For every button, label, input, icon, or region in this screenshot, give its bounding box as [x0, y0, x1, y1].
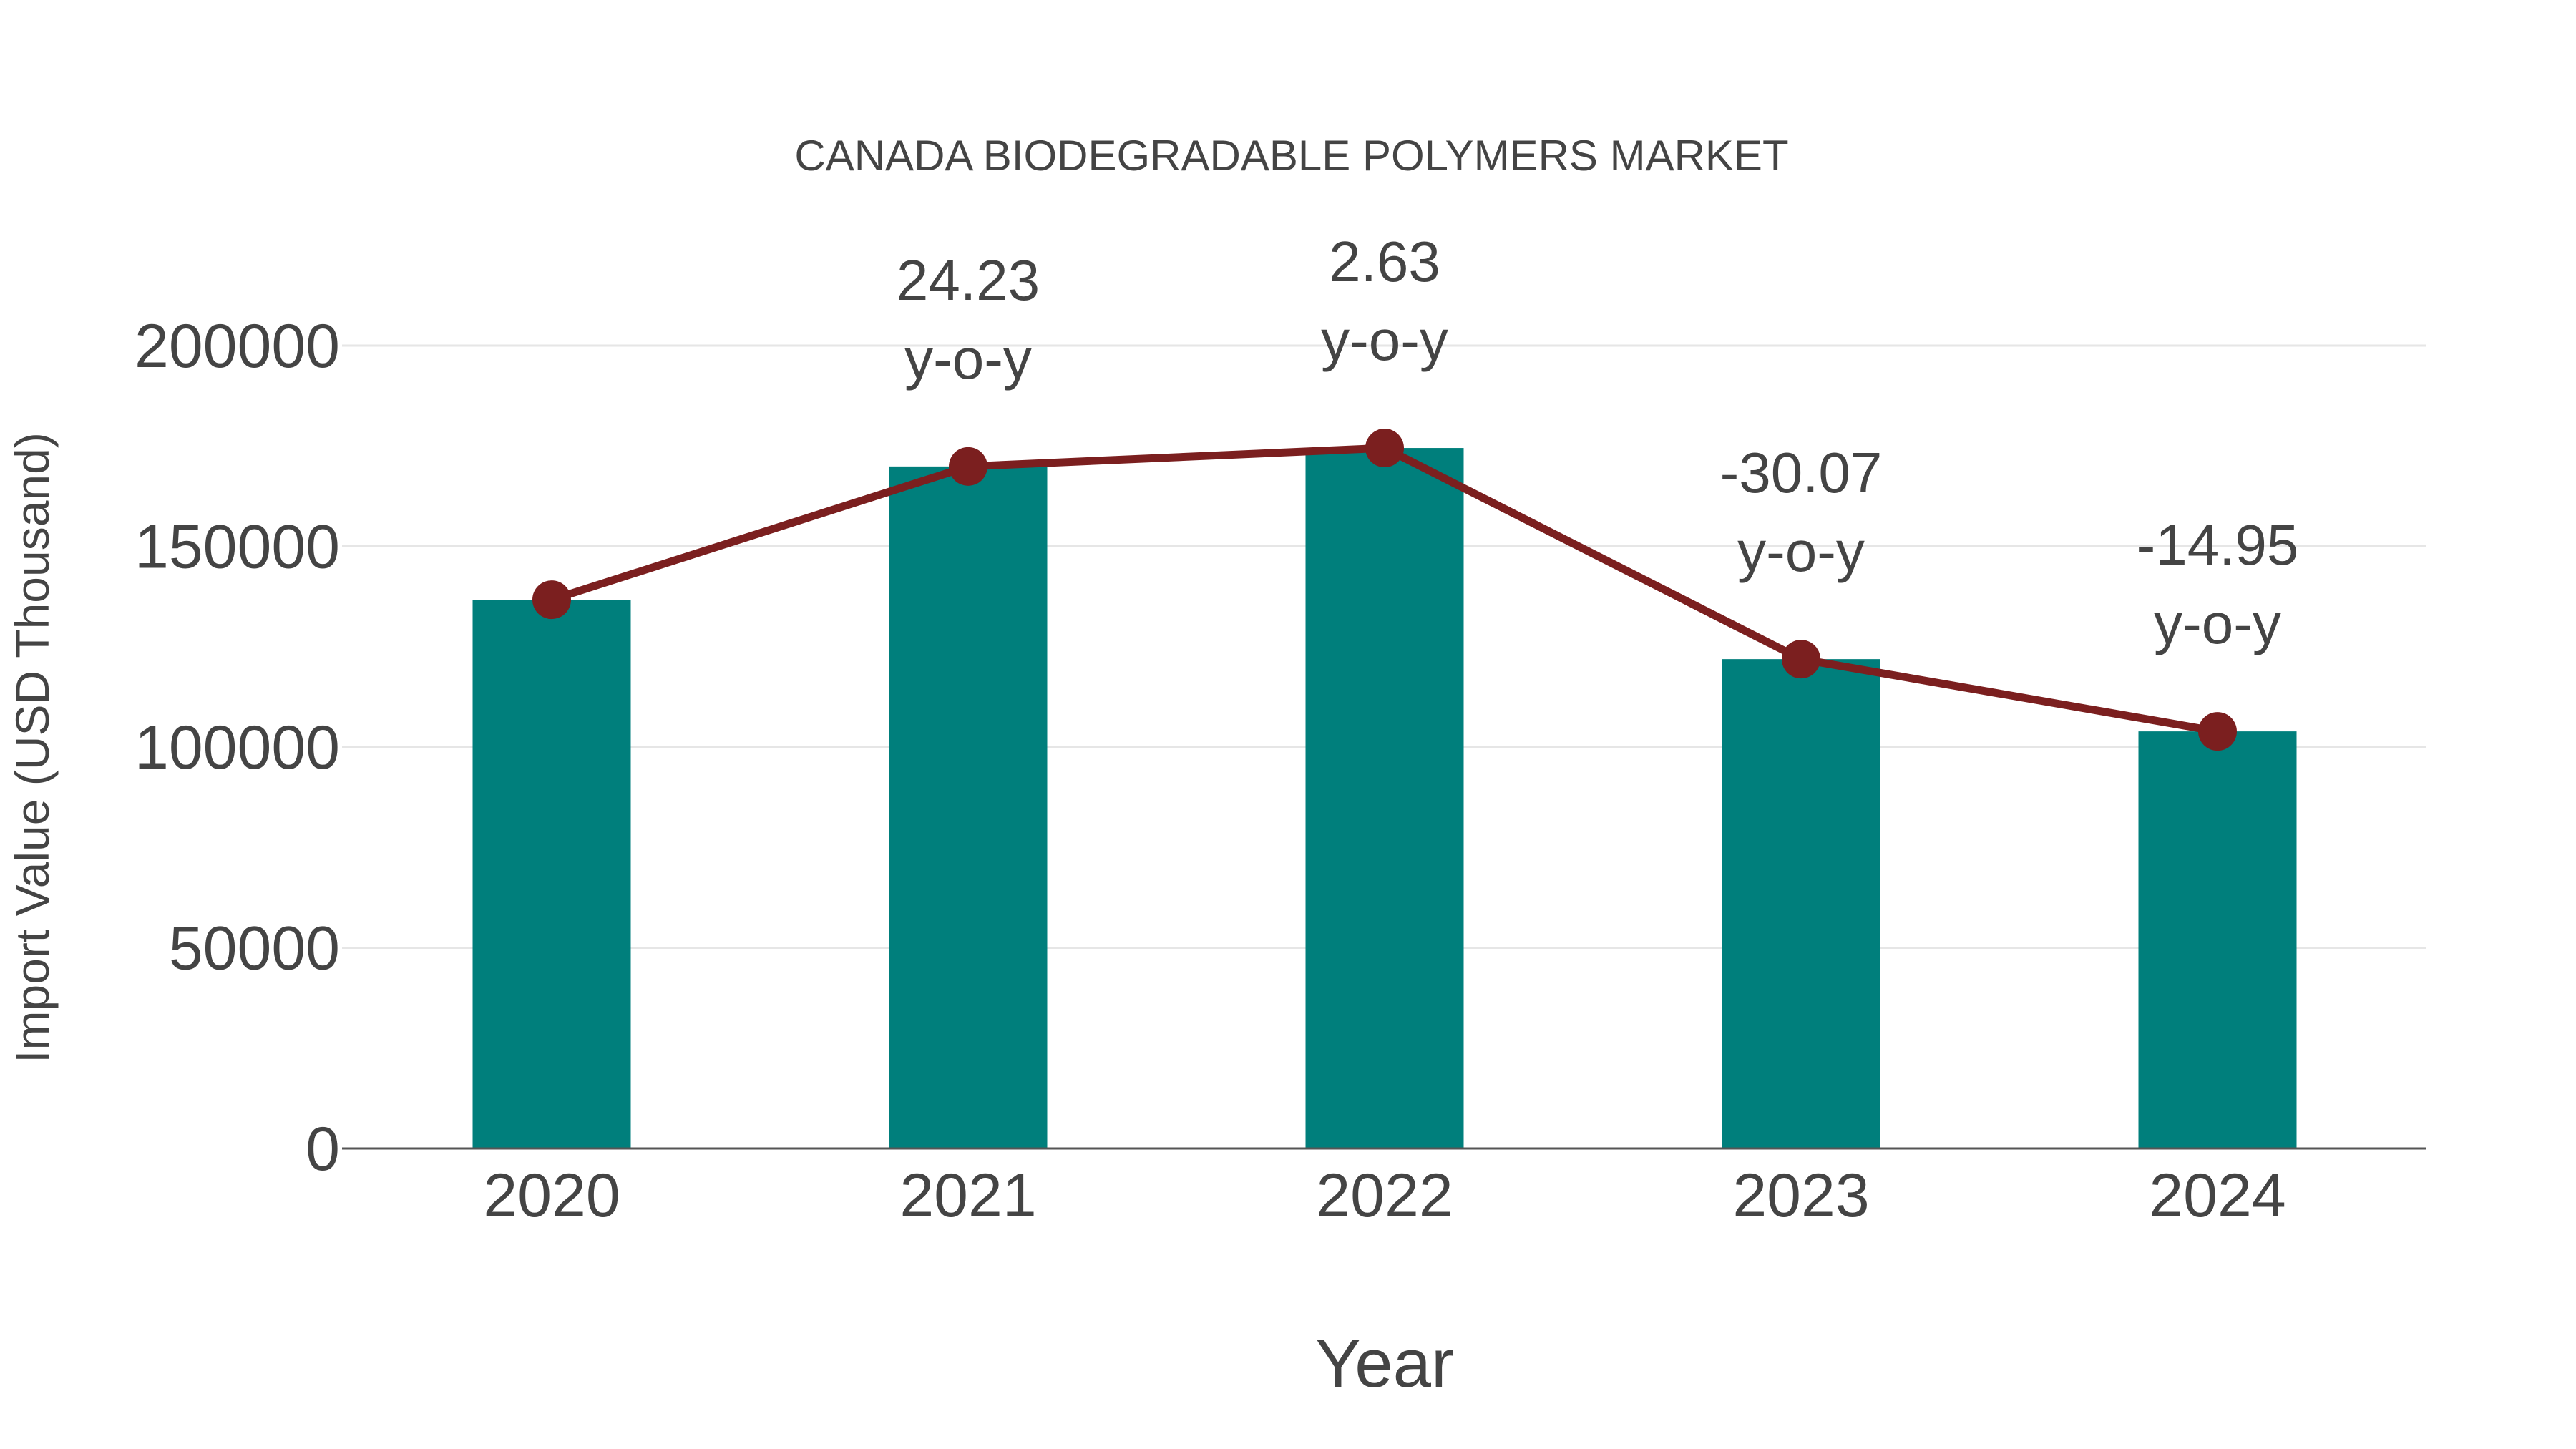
line-marker	[532, 580, 571, 620]
x-tick-label: 2020	[483, 1161, 620, 1230]
yoy-value: 24.23	[897, 248, 1040, 312]
x-axis-ticks: 2020 2021 2022 2023 2024	[483, 1161, 2285, 1230]
bar-series	[472, 448, 2297, 1148]
bar-2023	[1722, 659, 1880, 1148]
x-tick-label: 2024	[2149, 1161, 2285, 1230]
y-tick-label: 200000	[135, 312, 340, 381]
x-axis-title: Year	[1315, 1325, 1454, 1402]
yoy-label: y-o-y	[1321, 308, 1448, 372]
bar-2020	[472, 600, 631, 1148]
y-tick-label: 50000	[169, 914, 340, 983]
yoy-value: -30.07	[1720, 441, 1883, 504]
y-axis-ticks: 0 50000 100000 150000 200000	[135, 312, 340, 1184]
y-tick-label: 150000	[135, 513, 340, 582]
yoy-label: y-o-y	[2154, 592, 2281, 655]
yoy-annotations: 24.23 y-o-y 2.63 y-o-y -30.07 y-o-y -14.95 y-o-…	[897, 230, 2299, 655]
line-marker	[1365, 429, 1404, 468]
bar-2024	[2138, 731, 2297, 1148]
yoy-label: y-o-y	[1737, 519, 1865, 583]
bar-2021	[889, 466, 1048, 1148]
yoy-value: -14.95	[2137, 513, 2299, 577]
line-marker	[949, 447, 987, 486]
line-marker	[2198, 712, 2237, 751]
y-tick-label: 0	[306, 1115, 340, 1184]
yoy-value: 2.63	[1329, 230, 1440, 293]
x-tick-label: 2022	[1316, 1161, 1453, 1230]
line-marker	[1782, 640, 1820, 679]
y-axis-title: Import Value (USD Thousand)	[6, 432, 59, 1063]
bar-2022	[1305, 448, 1464, 1148]
x-tick-label: 2023	[1732, 1161, 1869, 1230]
x-tick-label: 2021	[899, 1161, 1036, 1230]
y-tick-label: 100000	[135, 713, 340, 782]
line-series	[532, 429, 2237, 751]
chart-title: CANADA BIODEGRADABLE POLYMERS MARKET	[794, 132, 1788, 180]
yoy-label: y-o-y	[904, 327, 1032, 391]
